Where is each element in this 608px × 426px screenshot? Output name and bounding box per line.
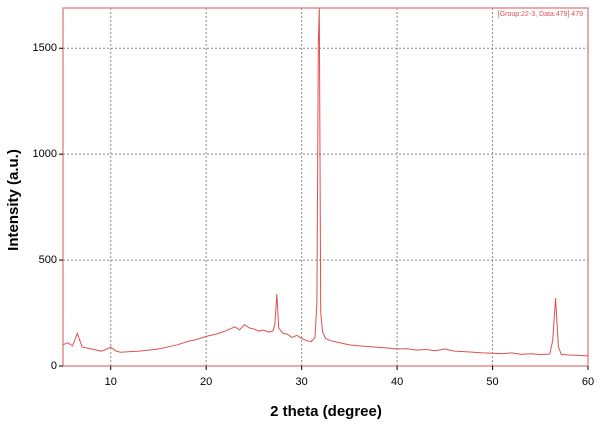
- x-tick-label: 30: [296, 376, 308, 388]
- x-tick-label: 40: [391, 376, 403, 388]
- x-axis-label: 2 theta (degree): [270, 403, 382, 420]
- y-tick-label: 1500: [33, 42, 57, 54]
- x-tick-label: 50: [486, 376, 498, 388]
- data-line: [63, 8, 588, 357]
- y-tick-label: 0: [51, 360, 57, 372]
- y-tick-label: 1000: [33, 148, 57, 160]
- y-axis-label: Intensity (a.u.): [5, 149, 22, 251]
- x-tick-label: 60: [582, 376, 594, 388]
- x-tick-label: 10: [105, 376, 117, 388]
- plot-frame: [62, 7, 589, 367]
- y-tick-label: 500: [39, 254, 57, 266]
- plot: [63, 8, 588, 357]
- annotation: [Group:22-3, Data:479] 479: [498, 11, 583, 18]
- grid: [63, 8, 589, 367]
- x-tick-label: 20: [200, 376, 212, 388]
